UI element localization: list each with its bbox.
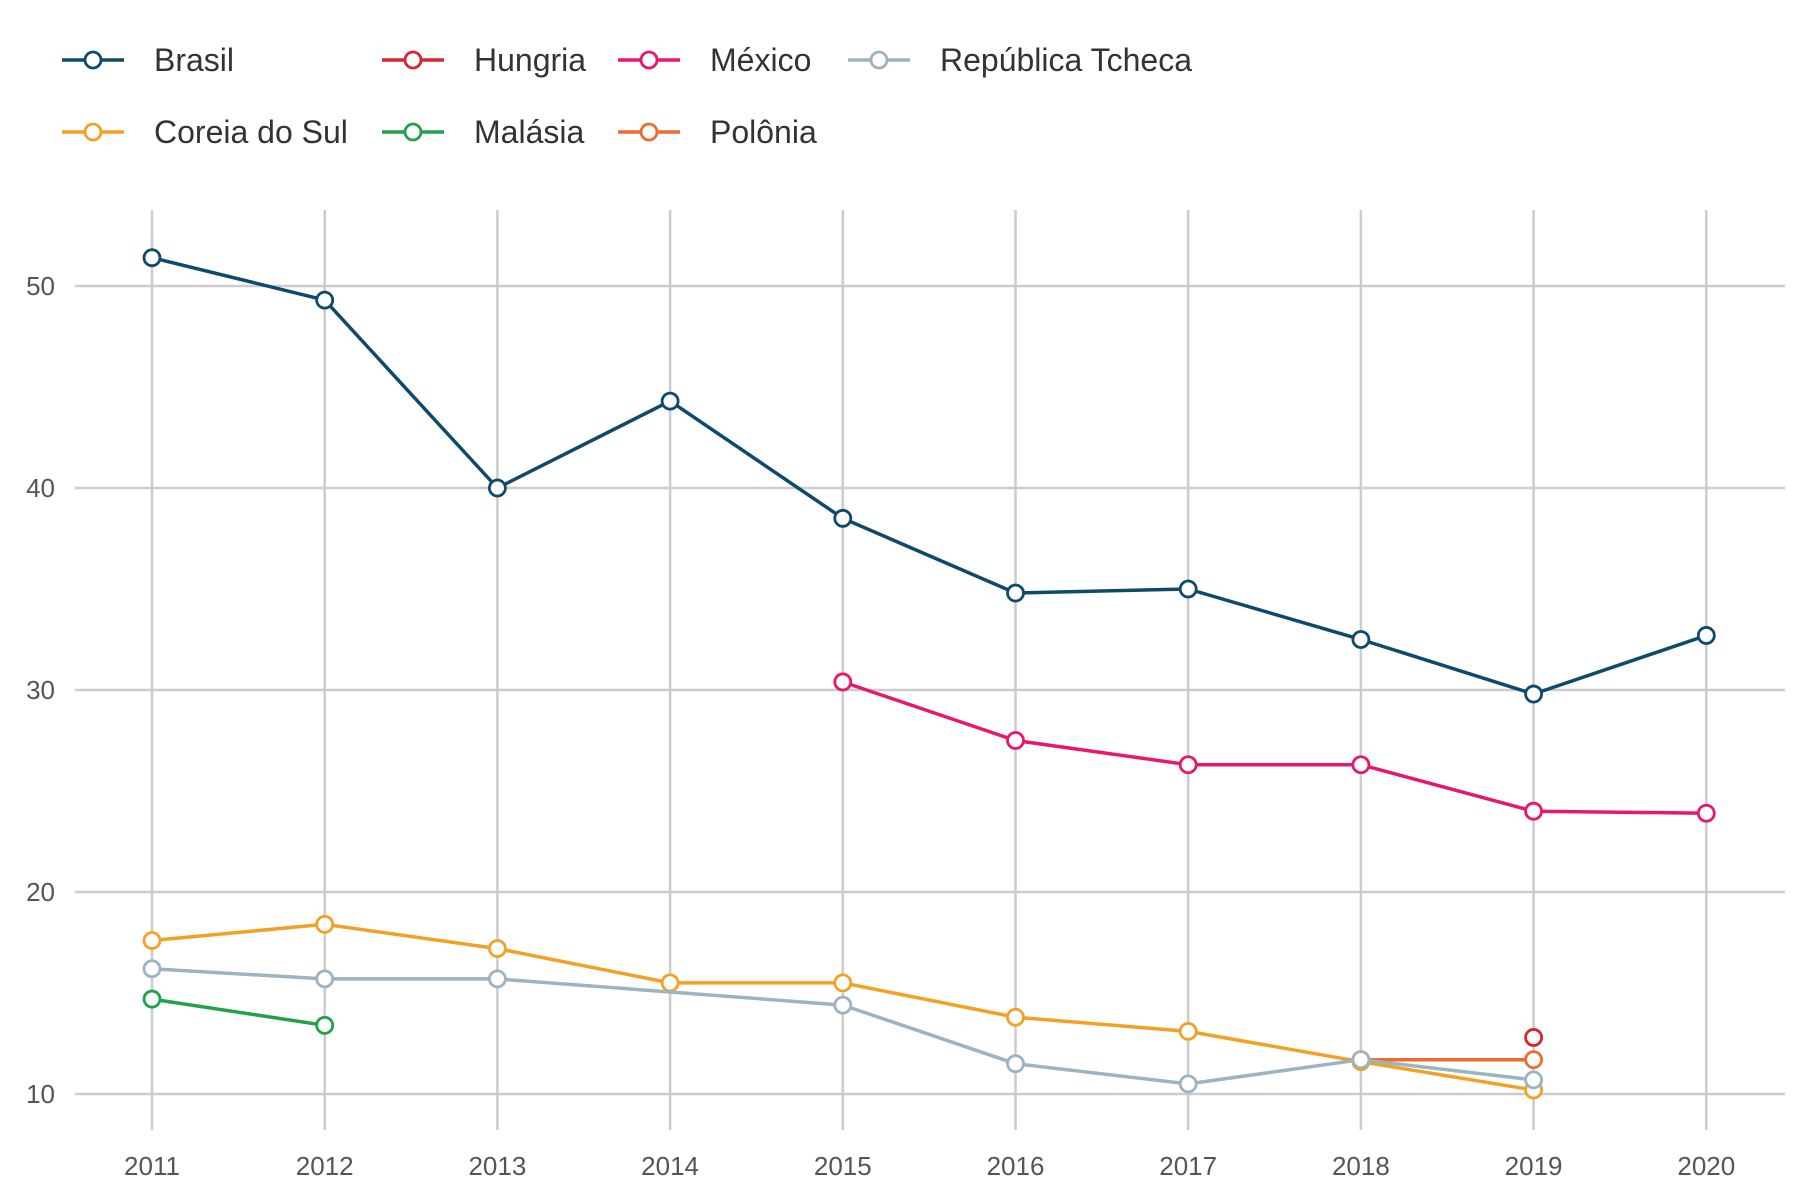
legend-swatch-marker	[83, 122, 103, 142]
y-tick-label: 50	[26, 271, 55, 301]
data-point	[1524, 1028, 1543, 1047]
legend-label: Brasil	[154, 42, 234, 78]
data-point	[1006, 731, 1025, 750]
axes: 10 20 30 40 50 2011 2012 2013 2014 2015 2016 2017 20…	[26, 271, 1735, 1181]
y-tick-label: 10	[26, 1079, 55, 1109]
x-tick-label: 2014	[641, 1151, 699, 1181]
x-tick-label: 2015	[814, 1151, 872, 1181]
y-tick-label: 40	[26, 473, 55, 503]
data-point	[1524, 1050, 1543, 1070]
x-tick-label: 2012	[296, 1151, 354, 1181]
legend-item-república-tcheca: República Tcheca	[848, 42, 1192, 78]
series-brasil	[142, 248, 1716, 704]
legend-label: México	[710, 42, 811, 78]
x-tick-label: 2018	[1332, 1151, 1390, 1181]
data-point	[315, 290, 335, 310]
data-point	[1178, 755, 1198, 775]
data-point	[1006, 583, 1025, 603]
legend-label: Polônia	[710, 114, 817, 150]
data-point	[142, 248, 162, 268]
x-tick-label: 2016	[987, 1151, 1045, 1181]
data-point	[315, 969, 335, 989]
data-point	[1696, 803, 1716, 823]
series-line	[151, 256, 1707, 696]
legend-label: Hungria	[474, 42, 586, 78]
data-point	[315, 914, 335, 934]
data-point	[1178, 1074, 1198, 1094]
data-point	[833, 973, 853, 993]
data-point	[142, 931, 162, 950]
data-point	[1351, 630, 1371, 649]
data-point	[1006, 1007, 1025, 1027]
legend-swatch-marker	[639, 122, 659, 142]
legend-item-coreia-do-sul: Coreia do Sul	[62, 114, 348, 150]
legend: Brasil Hungria México República Tcheca Corei…	[62, 42, 1192, 150]
data-point	[487, 939, 507, 958]
y-tick-label: 20	[26, 877, 55, 907]
data-point	[833, 995, 853, 1015]
data-point	[1178, 579, 1198, 599]
legend-item-polônia: Polônia	[618, 114, 817, 150]
legend-item-hungria: Hungria	[382, 42, 586, 78]
x-tick-label: 2019	[1505, 1151, 1563, 1181]
data-point	[833, 672, 853, 692]
legend-label: Coreia do Sul	[154, 114, 348, 150]
series-república-tcheca	[142, 959, 1543, 1094]
legend-label: Malásia	[474, 114, 584, 150]
data-point	[660, 391, 680, 411]
legend-item-méxico: México	[618, 42, 811, 78]
data-point	[315, 1015, 335, 1035]
data-point	[660, 973, 680, 993]
series-layer	[142, 248, 1716, 1100]
series-malásia	[142, 989, 335, 1035]
x-tick-label: 2011	[124, 1151, 180, 1181]
x-tick-label: 2013	[468, 1151, 526, 1181]
data-point	[142, 959, 162, 979]
legend-swatch-marker	[403, 122, 423, 142]
data-point	[1351, 755, 1371, 775]
x-tick-label: 2020	[1677, 1151, 1735, 1181]
legend-swatch-marker	[83, 50, 103, 70]
x-tick-label: 2017	[1159, 1151, 1217, 1181]
data-point	[1524, 801, 1543, 821]
series-méxico	[833, 672, 1716, 823]
data-point	[1696, 626, 1716, 645]
grid	[75, 210, 1785, 1130]
series-line	[151, 967, 1534, 1086]
legend-label: República Tcheca	[940, 42, 1192, 78]
legend-swatch-marker	[639, 50, 659, 70]
data-point	[1006, 1054, 1025, 1074]
data-point	[142, 989, 162, 1009]
data-point	[1524, 1070, 1543, 1090]
legend-item-brasil: Brasil	[62, 42, 234, 78]
y-tick-label: 30	[26, 675, 55, 705]
data-point	[1524, 684, 1543, 704]
data-point	[487, 969, 507, 989]
data-point	[487, 478, 507, 498]
data-point	[1178, 1021, 1198, 1041]
data-point	[833, 508, 853, 528]
legend-swatch-marker	[869, 50, 889, 70]
legend-item-malásia: Malásia	[382, 114, 584, 150]
data-point	[1351, 1050, 1371, 1070]
series-line	[842, 680, 1707, 815]
series-line	[151, 997, 325, 1028]
series-hungria	[1524, 1028, 1543, 1047]
legend-swatch-marker	[403, 50, 423, 70]
